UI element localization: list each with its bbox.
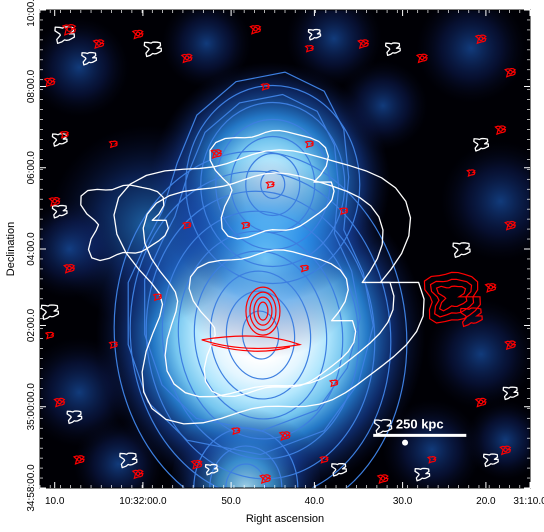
astronomy-contour-map: 250 kpc 10.0 10:32:00.0 50.0 40.0 30.0 20.0 31:…	[0, 0, 544, 532]
x-tick-label: 10:32:00.0	[119, 496, 167, 507]
y-tick-label: 02:00.0	[26, 308, 37, 342]
x-tick-label: 50.0	[221, 496, 241, 507]
x-tick-label: 10.0	[45, 496, 65, 507]
y-tick-label: 10:00.0	[26, 0, 37, 27]
x-tick-label: 31:10.0	[513, 496, 544, 507]
x-tick-label: 20.0	[476, 496, 496, 507]
x-axis-label: Right ascension	[246, 513, 324, 525]
y-tick-label: 04:00.0	[26, 232, 37, 266]
figure-container: 250 kpc 10.0 10:32:00.0 50.0 40.0 30.0 20.0 31:…	[0, 0, 544, 532]
x-tick-label: 40.0	[305, 496, 325, 507]
y-tick-label: 34:58:00.0	[26, 464, 37, 512]
x-tick-label: 30.0	[393, 496, 413, 507]
scale-bar-label: 250 kpc	[396, 416, 444, 431]
y-tick-label: 08:00.0	[26, 69, 37, 103]
y-axis-label: Declination	[5, 222, 17, 276]
y-tick-label: 06:00.0	[26, 151, 37, 185]
y-tick-label: 35:00:00.0	[26, 383, 37, 431]
